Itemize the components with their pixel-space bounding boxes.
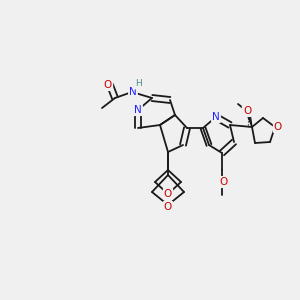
Text: N: N — [212, 112, 220, 122]
Text: O: O — [164, 202, 172, 212]
Text: N: N — [134, 105, 142, 115]
Text: N: N — [129, 87, 137, 97]
Text: O: O — [164, 189, 172, 199]
Polygon shape — [246, 112, 252, 127]
Text: H: H — [135, 80, 141, 88]
Text: O: O — [104, 80, 112, 90]
Text: O: O — [243, 106, 251, 116]
Text: O: O — [220, 177, 228, 187]
Text: O: O — [274, 122, 282, 132]
